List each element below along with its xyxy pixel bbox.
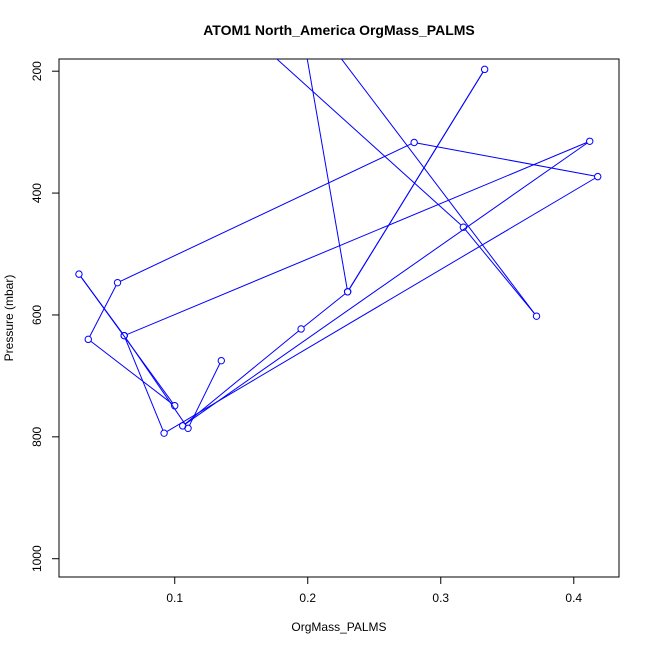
x-axis-label: OrgMass_PALMS <box>291 620 386 634</box>
series-segment <box>126 142 587 335</box>
series-segment <box>124 338 164 431</box>
data-point <box>209 0 215 4</box>
data-point <box>120 331 128 340</box>
data-point <box>113 278 122 287</box>
series-segment <box>465 229 535 315</box>
data-point <box>160 429 168 437</box>
data-point <box>459 223 468 231</box>
series-segment <box>166 177 596 432</box>
series-segment <box>89 285 117 337</box>
series-segment <box>348 71 484 290</box>
data-point <box>297 325 305 333</box>
y-axis: 200 400 600 800 1000 <box>30 61 60 572</box>
x-axis: 0.1 0.2 0.3 0.4 <box>166 576 582 605</box>
data-point <box>75 270 83 278</box>
chart-title: ATOM1 North_America OrgMass_PALMS <box>203 22 475 38</box>
series-segment <box>185 142 588 425</box>
data-point <box>294 0 300 4</box>
data-point <box>532 312 541 320</box>
y-tick-label: 200 <box>30 61 44 81</box>
series-segment <box>306 59 348 289</box>
y-tick-label: 1000 <box>30 545 44 572</box>
data-point <box>343 288 352 296</box>
series-segment <box>276 59 462 226</box>
y-tick-label: 400 <box>30 183 44 203</box>
series-segment <box>120 143 412 282</box>
series-segment <box>188 363 221 426</box>
data-point <box>410 138 418 147</box>
y-tick-label: 800 <box>30 427 44 447</box>
data-point <box>594 172 602 181</box>
y-tick-label: 600 <box>30 305 44 325</box>
series-segment <box>417 142 595 177</box>
series-segment <box>303 293 346 328</box>
series-segment <box>90 340 173 405</box>
plot-area-border <box>58 58 620 578</box>
data-series <box>75 0 602 437</box>
data-point <box>184 424 192 433</box>
x-tick-label: 0.1 <box>166 591 183 605</box>
data-point <box>586 137 594 145</box>
x-tick-label: 0.2 <box>299 591 316 605</box>
data-point <box>480 65 489 74</box>
y-axis-label: Pressure (mbar) <box>2 275 16 362</box>
data-point <box>84 335 92 344</box>
x-tick-label: 0.3 <box>432 591 449 605</box>
x-tick-label: 0.4 <box>565 591 582 605</box>
series-segment <box>125 338 187 426</box>
data-point <box>217 356 225 365</box>
data-point <box>171 402 179 410</box>
series-segment <box>340 59 535 314</box>
series-segment <box>184 330 299 425</box>
